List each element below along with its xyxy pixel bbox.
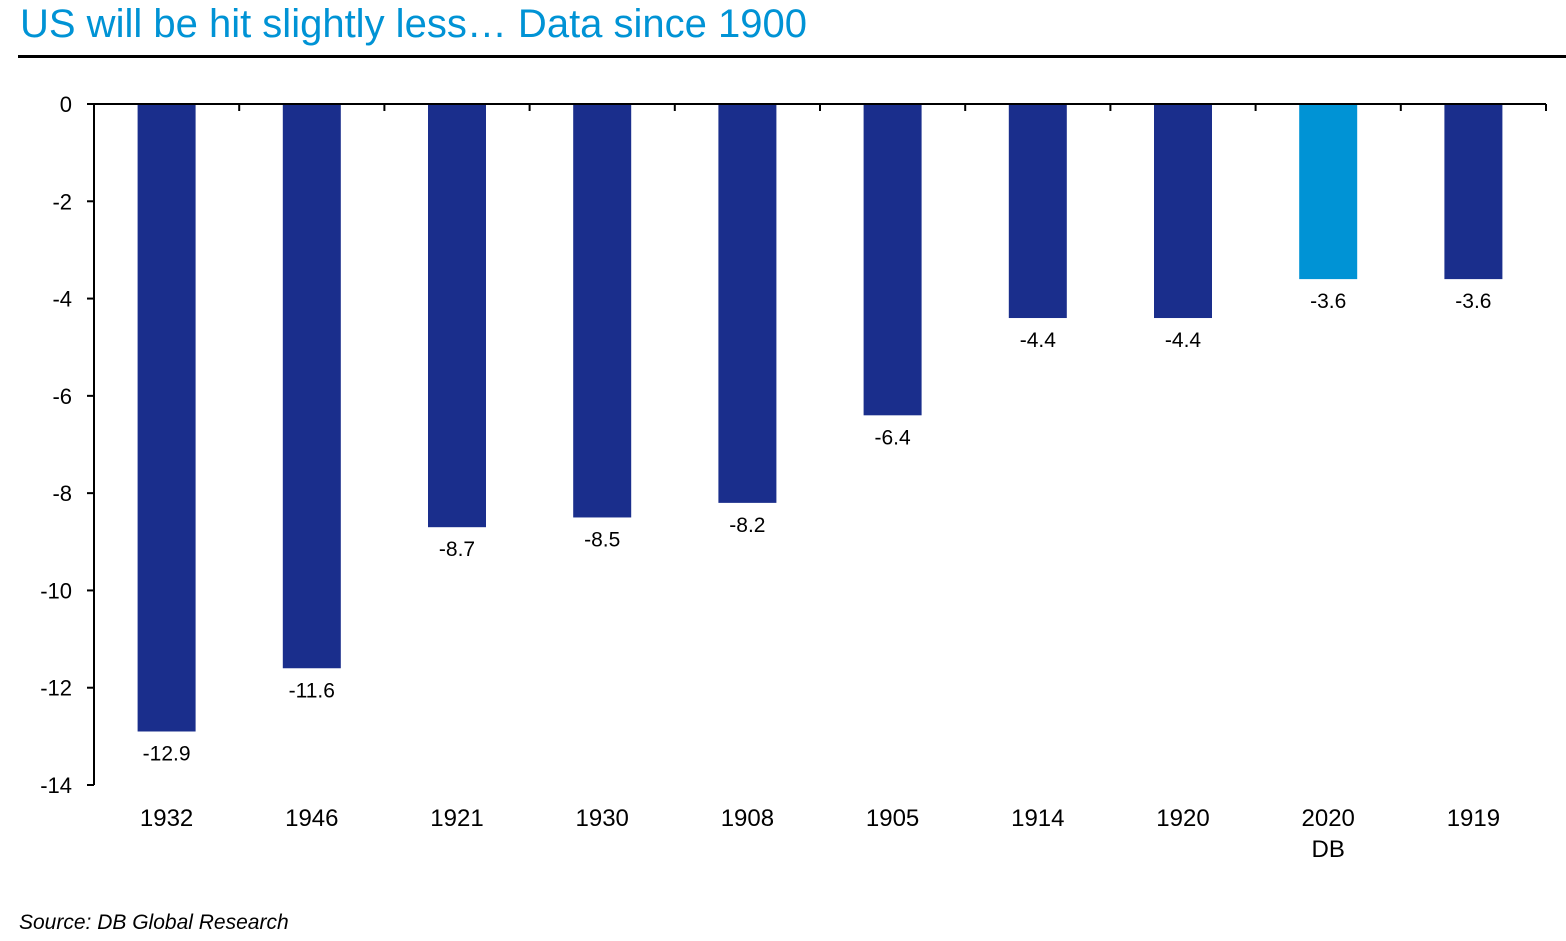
data-label: -8.2 bbox=[729, 514, 765, 537]
x-tick-label: 1908 bbox=[721, 805, 774, 832]
bar bbox=[428, 104, 486, 528]
bar bbox=[1154, 104, 1212, 319]
x-tick-label: 2020 bbox=[1302, 805, 1355, 832]
x-tick-sublabel: DB bbox=[1312, 836, 1345, 863]
data-label: -11.6 bbox=[289, 679, 335, 702]
bar bbox=[282, 104, 341, 669]
data-label: -3.6 bbox=[1310, 290, 1346, 313]
data-label: -4.4 bbox=[1020, 329, 1057, 352]
y-tick-label: -10 bbox=[40, 578, 72, 603]
x-tick-label: 1905 bbox=[866, 805, 919, 832]
y-tick-label: -2 bbox=[52, 189, 72, 214]
y-tick-label: -14 bbox=[40, 773, 72, 798]
x-tick-label: 1921 bbox=[430, 805, 483, 832]
chart-title: US will be hit slightly less… Data since… bbox=[20, 2, 808, 46]
y-tick-label: -12 bbox=[40, 676, 72, 701]
y-tick-label: 0 bbox=[60, 92, 72, 117]
x-tick-label: 1920 bbox=[1156, 805, 1209, 832]
x-tick-label: 1946 bbox=[285, 805, 338, 832]
data-label: -8.7 bbox=[439, 538, 475, 561]
data-label: -12.9 bbox=[143, 742, 191, 765]
x-tick-label: 1919 bbox=[1447, 805, 1500, 832]
bar bbox=[1008, 104, 1067, 319]
x-tick-label: 1930 bbox=[576, 805, 629, 832]
bar bbox=[573, 104, 632, 518]
data-label: -4.4 bbox=[1165, 329, 1202, 352]
bar bbox=[1299, 104, 1358, 280]
y-tick-label: -8 bbox=[52, 481, 72, 506]
bar bbox=[137, 104, 196, 732]
x-tick-label: 1914 bbox=[1011, 805, 1064, 832]
x-tick-label: 1932 bbox=[140, 805, 193, 832]
bar bbox=[1444, 104, 1503, 280]
title-divider bbox=[18, 55, 1566, 58]
data-label: -3.6 bbox=[1455, 290, 1491, 313]
y-tick-label: -6 bbox=[52, 384, 72, 409]
source-note: Source: DB Global Research bbox=[19, 911, 289, 934]
data-label: -8.5 bbox=[584, 528, 620, 551]
data-label: -6.4 bbox=[875, 426, 912, 449]
bar bbox=[863, 104, 922, 416]
bar bbox=[718, 104, 777, 503]
y-tick-label: -4 bbox=[52, 287, 72, 312]
